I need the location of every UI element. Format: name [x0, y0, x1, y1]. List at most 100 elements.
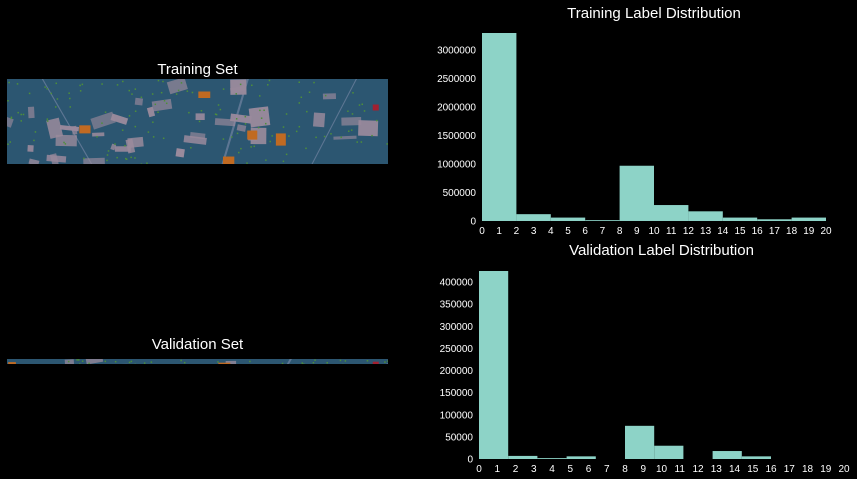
vegetation: [352, 92, 354, 94]
vegetation: [246, 162, 248, 164]
vegetation: [263, 109, 265, 112]
building: [230, 113, 252, 124]
building: [28, 158, 40, 164]
vegetation: [258, 95, 261, 97]
vegetation: [298, 102, 301, 104]
vegetation: [17, 111, 19, 114]
vegetation: [79, 90, 82, 92]
vegetation: [7, 143, 9, 145]
vegetation: [344, 360, 347, 362]
vegetation: [101, 122, 103, 124]
orange-roof: [218, 362, 231, 364]
building: [134, 97, 144, 106]
vegetation: [78, 363, 81, 364]
vegetation: [152, 136, 155, 138]
vegetation: [163, 100, 166, 102]
vegetation: [366, 360, 369, 362]
vegetation: [69, 106, 72, 108]
orange-roof: [247, 130, 258, 140]
vegetation: [157, 111, 159, 114]
vegetation: [238, 151, 240, 154]
vegetation: [69, 97, 71, 100]
vegetation: [269, 140, 271, 143]
vegetation: [200, 109, 203, 112]
building: [27, 145, 34, 152]
histogram-bar-2: [537, 458, 567, 459]
building: [110, 143, 117, 151]
vegetation: [236, 132, 239, 135]
y-tick-label: 2000000: [437, 103, 476, 114]
orange-roof: [8, 362, 16, 364]
vegetation: [77, 359, 80, 361]
x-tick-label: 19: [820, 464, 832, 475]
vegetation: [282, 160, 285, 163]
vegetation: [295, 130, 298, 133]
building: [110, 113, 129, 125]
vegetation: [222, 88, 225, 90]
x-tick-label: 4: [548, 226, 554, 237]
x-tick-label: 0: [476, 464, 482, 475]
building: [236, 124, 247, 132]
x-tick-label: 12: [692, 464, 704, 475]
vegetation: [116, 84, 119, 86]
x-tick-label: 1: [494, 464, 500, 475]
y-tick-label: 2500000: [437, 74, 476, 85]
vegetation: [384, 361, 386, 363]
vegetation: [96, 135, 98, 138]
chart-title: Training Label Distribution: [567, 5, 741, 22]
x-tick-label: 8: [617, 226, 623, 237]
building: [175, 148, 185, 158]
vegetation: [10, 116, 13, 119]
road: [41, 79, 93, 164]
vegetation: [198, 120, 201, 123]
vegetation: [240, 147, 242, 150]
road: [311, 79, 357, 164]
x-tick-label: 15: [734, 226, 746, 237]
vegetation: [134, 125, 137, 128]
vegetation: [140, 96, 143, 99]
y-tick-label: 150000: [440, 388, 474, 399]
vegetation: [88, 362, 90, 364]
x-tick-label: 9: [634, 226, 640, 237]
histogram-bar-7: [722, 217, 758, 221]
x-tick-label: 18: [802, 464, 814, 475]
building: [90, 111, 116, 130]
y-tick-label: 50000: [445, 432, 473, 443]
histogram-bar-5: [625, 425, 655, 459]
vegetation: [361, 103, 363, 106]
map-background: [7, 359, 388, 364]
vegetation: [264, 122, 267, 125]
vegetation: [122, 80, 124, 83]
building: [166, 79, 188, 95]
vegetation: [180, 359, 182, 362]
vegetation: [288, 135, 290, 137]
vegetation: [244, 115, 247, 118]
y-tick-label: 1000000: [437, 160, 476, 171]
vegetation: [183, 361, 186, 364]
vegetation: [68, 92, 70, 94]
building: [64, 359, 75, 364]
x-tick-label: 3: [531, 464, 537, 475]
histogram-bar-0: [482, 33, 517, 221]
vegetation: [124, 145, 126, 147]
y-tick-label: 350000: [440, 300, 474, 311]
x-tick-label: 20: [838, 464, 850, 475]
vegetation: [114, 360, 117, 363]
x-tick-label: 6: [582, 226, 588, 237]
x-tick-label: 16: [752, 226, 764, 237]
vegetation: [350, 129, 353, 131]
histogram-bar-1: [516, 214, 551, 221]
building: [7, 112, 14, 128]
x-tick-label: 14: [717, 226, 729, 237]
vegetation: [16, 83, 19, 85]
vegetation: [253, 145, 255, 148]
histogram-bar-2: [550, 217, 586, 221]
vegetation: [347, 110, 349, 112]
vegetation: [358, 104, 361, 106]
vegetation: [34, 131, 37, 133]
chart-title: Validation Label Distribution: [569, 242, 754, 259]
vegetation: [257, 126, 260, 129]
x-tick-label: 18: [786, 226, 798, 237]
vegetation: [116, 156, 118, 159]
vegetation: [260, 117, 263, 119]
